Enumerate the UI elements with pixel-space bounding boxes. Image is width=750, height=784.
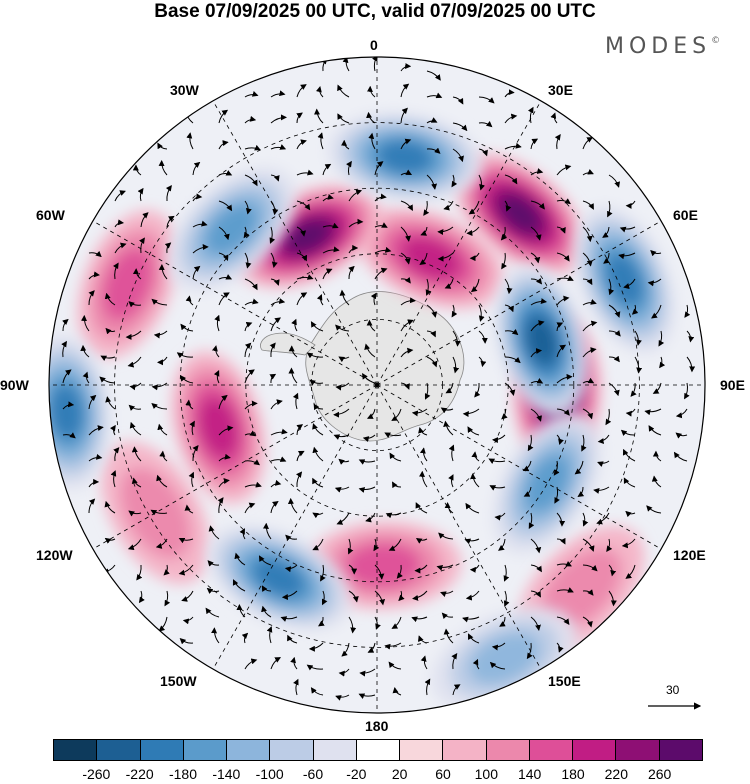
colorbar-segment bbox=[97, 740, 141, 760]
colorbar-tick-label: 260 bbox=[647, 766, 672, 782]
colorbar-tick-label: -20 bbox=[346, 766, 367, 782]
colorbar-segment bbox=[313, 740, 357, 760]
colorbar-tick-label: -100 bbox=[255, 766, 284, 782]
antarctica-landmass bbox=[305, 291, 465, 442]
copyright-mark: © bbox=[711, 36, 721, 46]
reference-vector-label: 30 bbox=[666, 683, 680, 697]
lon-label-60e: 60E bbox=[673, 207, 698, 223]
antarctic-peninsula bbox=[260, 332, 316, 356]
colorbar-tick-label: 140 bbox=[517, 766, 542, 782]
colorbar-segment bbox=[356, 740, 401, 760]
colorbar-segment bbox=[616, 740, 660, 760]
colorbar-tick-label: -60 bbox=[302, 766, 324, 782]
colorbar-tick-label: 20 bbox=[391, 766, 408, 782]
wind-vectors bbox=[61, 57, 696, 701]
colorbar-tick-label: -140 bbox=[212, 766, 241, 782]
colorbar-tick-label: -180 bbox=[168, 766, 198, 782]
colorbar bbox=[53, 739, 703, 761]
lon-label-0: 0 bbox=[370, 37, 378, 53]
colorbar-segment bbox=[140, 740, 184, 760]
colorbar-tick-label: 220 bbox=[604, 766, 629, 782]
lon-label-30w: 30W bbox=[170, 82, 199, 98]
map-border bbox=[48, 56, 706, 714]
colorbar-segment bbox=[486, 740, 530, 760]
lon-label-180: 180 bbox=[365, 718, 389, 734]
colorbar-tick-label: -220 bbox=[125, 766, 154, 782]
colorbar-tick-label: 60 bbox=[435, 766, 451, 782]
brand-text: MODES bbox=[605, 34, 712, 59]
anomaly-pos-9 bbox=[77, 210, 178, 359]
colorbar-segment bbox=[227, 740, 271, 760]
lon-label-30e: 30E bbox=[548, 82, 573, 98]
anomaly-neg-4 bbox=[494, 264, 589, 418]
colorbar-segment bbox=[270, 740, 314, 760]
lon-label-60w: 60W bbox=[36, 207, 65, 223]
anomaly-pos-6 bbox=[454, 153, 587, 275]
lon-label-150e: 150E bbox=[548, 673, 581, 689]
anomaly-field bbox=[49, 57, 705, 713]
lon-label-90w: 90W bbox=[0, 377, 29, 393]
colorbar-tick-label: -260 bbox=[82, 766, 111, 782]
anomaly-neg-3 bbox=[492, 412, 602, 555]
lon-label-90e: 90E bbox=[720, 377, 745, 393]
lon-label-120w: 120W bbox=[36, 547, 73, 563]
colorbar-segment bbox=[183, 740, 228, 760]
lon-label-120e: 120E bbox=[673, 547, 706, 563]
colorbar-ticks: -260 -220 -180 -140 -100 -60 -20 20 60 100 140 180 2… bbox=[0, 766, 750, 784]
colorbar-segment bbox=[54, 740, 98, 760]
colorbar-tick-label: 100 bbox=[474, 766, 499, 782]
anomaly-neg-5 bbox=[573, 206, 676, 354]
anomaly-neg-1 bbox=[206, 525, 352, 631]
colorbar-segment bbox=[659, 740, 702, 760]
colorbar-segment bbox=[529, 740, 574, 760]
colorbar-segment bbox=[573, 740, 617, 760]
south-pole-marker bbox=[374, 382, 380, 388]
colorbar-tick-label: 180 bbox=[561, 766, 585, 782]
colorbar-segment bbox=[443, 740, 487, 760]
map-title: Base 07/09/2025 00 UTC, valid 07/09/2025… bbox=[154, 1, 596, 22]
lon-label-150w: 150W bbox=[160, 673, 197, 689]
modes-brand-logo: MODES© bbox=[605, 34, 720, 59]
colorbar-segment bbox=[400, 740, 444, 760]
anomaly-pos-3 bbox=[171, 351, 266, 504]
polar-map bbox=[48, 56, 706, 714]
